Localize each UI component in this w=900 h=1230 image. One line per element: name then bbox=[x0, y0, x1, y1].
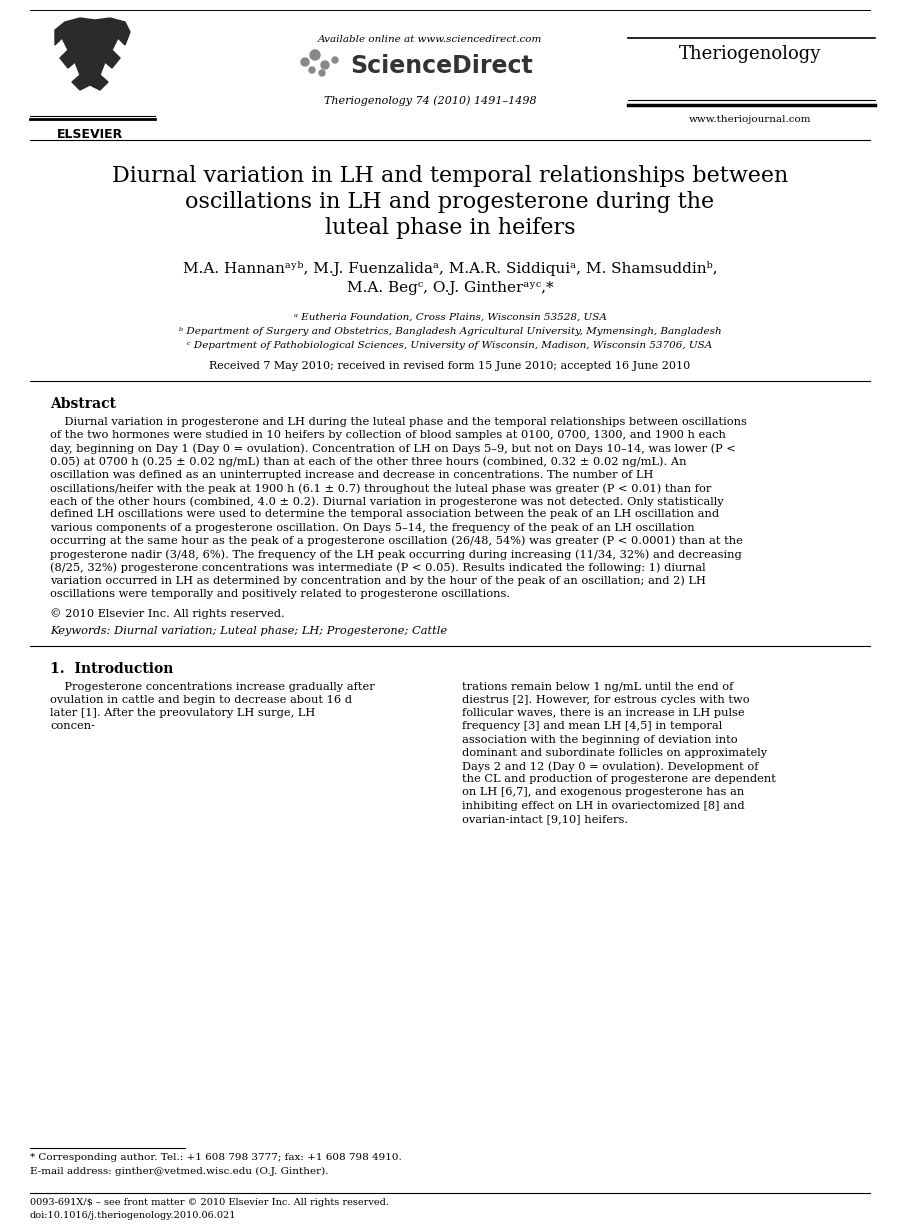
Text: the CL and production of progesterone are dependent: the CL and production of progesterone ar… bbox=[462, 774, 776, 785]
Text: diestrus [2]. However, for estrous cycles with two: diestrus [2]. However, for estrous cycle… bbox=[462, 695, 750, 705]
Text: Theriogenology 74 (2010) 1491–1498: Theriogenology 74 (2010) 1491–1498 bbox=[324, 95, 536, 106]
Circle shape bbox=[332, 57, 338, 63]
Text: progesterone nadir (3/48, 6%). The frequency of the LH peak occurring during inc: progesterone nadir (3/48, 6%). The frequ… bbox=[50, 549, 742, 560]
Text: various components of a progesterone oscillation. On Days 5–14, the frequency of: various components of a progesterone osc… bbox=[50, 523, 695, 533]
Text: inhibiting effect on LH in ovariectomized [8] and: inhibiting effect on LH in ovariectomize… bbox=[462, 801, 744, 811]
Text: defined LH oscillations were used to determine the temporal association between : defined LH oscillations were used to det… bbox=[50, 509, 719, 519]
Text: ᵃ Eutheria Foundation, Cross Plains, Wisconsin 53528, USA: ᵃ Eutheria Foundation, Cross Plains, Wis… bbox=[293, 312, 607, 322]
Text: (8/25, 32%) progesterone concentrations was intermediate (P < 0.05). Results ind: (8/25, 32%) progesterone concentrations … bbox=[50, 562, 706, 573]
Text: M.A. Hannanᵃʸᵇ, M.J. Fuenzalidaᵃ, M.A.R. Siddiquiᵃ, M. Shamsuddinᵇ,: M.A. Hannanᵃʸᵇ, M.J. Fuenzalidaᵃ, M.A.R.… bbox=[183, 261, 717, 276]
Text: oscillations/heifer with the peak at 1900 h (6.1 ± 0.7) throughout the luteal ph: oscillations/heifer with the peak at 190… bbox=[50, 483, 711, 493]
Text: E-mail address: ginther@vetmed.wisc.edu (O.J. Ginther).: E-mail address: ginther@vetmed.wisc.edu … bbox=[30, 1167, 328, 1176]
Text: day, beginning on Day 1 (Day 0 = ovulation). Concentration of LH on Days 5–9, bu: day, beginning on Day 1 (Day 0 = ovulati… bbox=[50, 443, 736, 454]
Text: Theriogenology: Theriogenology bbox=[679, 46, 821, 63]
Text: oscillations were temporally and positively related to progesterone oscillations: oscillations were temporally and positiv… bbox=[50, 589, 510, 599]
Text: Keywords: Diurnal variation; Luteal phase; LH; Progesterone; Cattle: Keywords: Diurnal variation; Luteal phas… bbox=[50, 626, 447, 636]
Text: on LH [6,7], and exogenous progesterone has an: on LH [6,7], and exogenous progesterone … bbox=[462, 787, 744, 797]
Text: 1.  Introduction: 1. Introduction bbox=[50, 662, 174, 675]
Polygon shape bbox=[55, 18, 130, 90]
Text: later [1]. After the preovulatory LH surge, LH: later [1]. After the preovulatory LH sur… bbox=[50, 708, 315, 718]
Circle shape bbox=[301, 58, 309, 66]
Circle shape bbox=[310, 50, 320, 60]
Text: Abstract: Abstract bbox=[50, 397, 116, 411]
Text: Received 7 May 2010; received in revised form 15 June 2010; accepted 16 June 201: Received 7 May 2010; received in revised… bbox=[210, 360, 690, 371]
Text: Progesterone concentrations increase gradually after: Progesterone concentrations increase gra… bbox=[50, 681, 374, 691]
Text: variation occurred in LH as determined by concentration and by the hour of the p: variation occurred in LH as determined b… bbox=[50, 576, 706, 585]
Text: dominant and subordinate follicles on approximately: dominant and subordinate follicles on ap… bbox=[462, 748, 767, 758]
Text: 0093-691X/$ – see front matter © 2010 Elsevier Inc. All rights reserved.: 0093-691X/$ – see front matter © 2010 El… bbox=[30, 1198, 389, 1207]
Text: ScienceDirect: ScienceDirect bbox=[350, 54, 533, 77]
Circle shape bbox=[321, 62, 329, 69]
Text: ELSEVIER: ELSEVIER bbox=[57, 128, 123, 141]
Text: luteal phase in heifers: luteal phase in heifers bbox=[325, 216, 575, 239]
Text: of the two hormones were studied in 10 heifers by collection of blood samples at: of the two hormones were studied in 10 h… bbox=[50, 430, 726, 440]
Text: ᵇ Department of Surgery and Obstetrics, Bangladesh Agricultural University, Myme: ᵇ Department of Surgery and Obstetrics, … bbox=[179, 327, 721, 336]
Text: occurring at the same hour as the peak of a progesterone oscillation (26/48, 54%: occurring at the same hour as the peak o… bbox=[50, 536, 742, 546]
Text: ᶜ Department of Pathobiological Sciences, University of Wisconsin, Madison, Wisc: ᶜ Department of Pathobiological Sciences… bbox=[187, 341, 713, 351]
Text: oscillation was defined as an uninterrupted increase and decrease in concentrati: oscillation was defined as an uninterrup… bbox=[50, 470, 653, 480]
Text: 0.05) at 0700 h (0.25 ± 0.02 ng/mL) than at each of the other three hours (combi: 0.05) at 0700 h (0.25 ± 0.02 ng/mL) than… bbox=[50, 456, 687, 467]
Text: association with the beginning of deviation into: association with the beginning of deviat… bbox=[462, 734, 738, 744]
Text: Available online at www.sciencedirect.com: Available online at www.sciencedirect.co… bbox=[318, 34, 542, 44]
Text: Diurnal variation in LH and temporal relationships between: Diurnal variation in LH and temporal rel… bbox=[112, 165, 788, 187]
Text: © 2010 Elsevier Inc. All rights reserved.: © 2010 Elsevier Inc. All rights reserved… bbox=[50, 608, 284, 619]
Text: concen-: concen- bbox=[50, 722, 95, 732]
Text: each of the other hours (combined, 4.0 ± 0.2). Diurnal variation in progesterone: each of the other hours (combined, 4.0 ±… bbox=[50, 496, 724, 507]
Text: ovulation in cattle and begin to decrease about 16 d: ovulation in cattle and begin to decreas… bbox=[50, 695, 352, 705]
Text: trations remain below 1 ng/mL until the end of: trations remain below 1 ng/mL until the … bbox=[462, 681, 734, 691]
Circle shape bbox=[309, 66, 315, 73]
Text: follicular waves, there is an increase in LH pulse: follicular waves, there is an increase i… bbox=[462, 708, 744, 718]
Text: Days 2 and 12 (Day 0 = ovulation). Development of: Days 2 and 12 (Day 0 = ovulation). Devel… bbox=[462, 761, 759, 771]
Text: doi:10.1016/j.theriogenology.2010.06.021: doi:10.1016/j.theriogenology.2010.06.021 bbox=[30, 1212, 237, 1220]
Text: oscillations in LH and progesterone during the: oscillations in LH and progesterone duri… bbox=[185, 191, 715, 213]
Text: frequency [3] and mean LH [4,5] in temporal: frequency [3] and mean LH [4,5] in tempo… bbox=[462, 722, 722, 732]
Text: M.A. Begᶜ, O.J. Gintherᵃʸᶜ,*: M.A. Begᶜ, O.J. Gintherᵃʸᶜ,* bbox=[346, 280, 554, 295]
Circle shape bbox=[319, 70, 325, 76]
Text: ovarian-intact [9,10] heifers.: ovarian-intact [9,10] heifers. bbox=[462, 814, 628, 824]
Text: Diurnal variation in progesterone and LH during the luteal phase and the tempora: Diurnal variation in progesterone and LH… bbox=[50, 417, 747, 427]
Text: * Corresponding author. Tel.: +1 608 798 3777; fax: +1 608 798 4910.: * Corresponding author. Tel.: +1 608 798… bbox=[30, 1153, 401, 1162]
Text: www.theriojournal.com: www.theriojournal.com bbox=[688, 114, 811, 124]
